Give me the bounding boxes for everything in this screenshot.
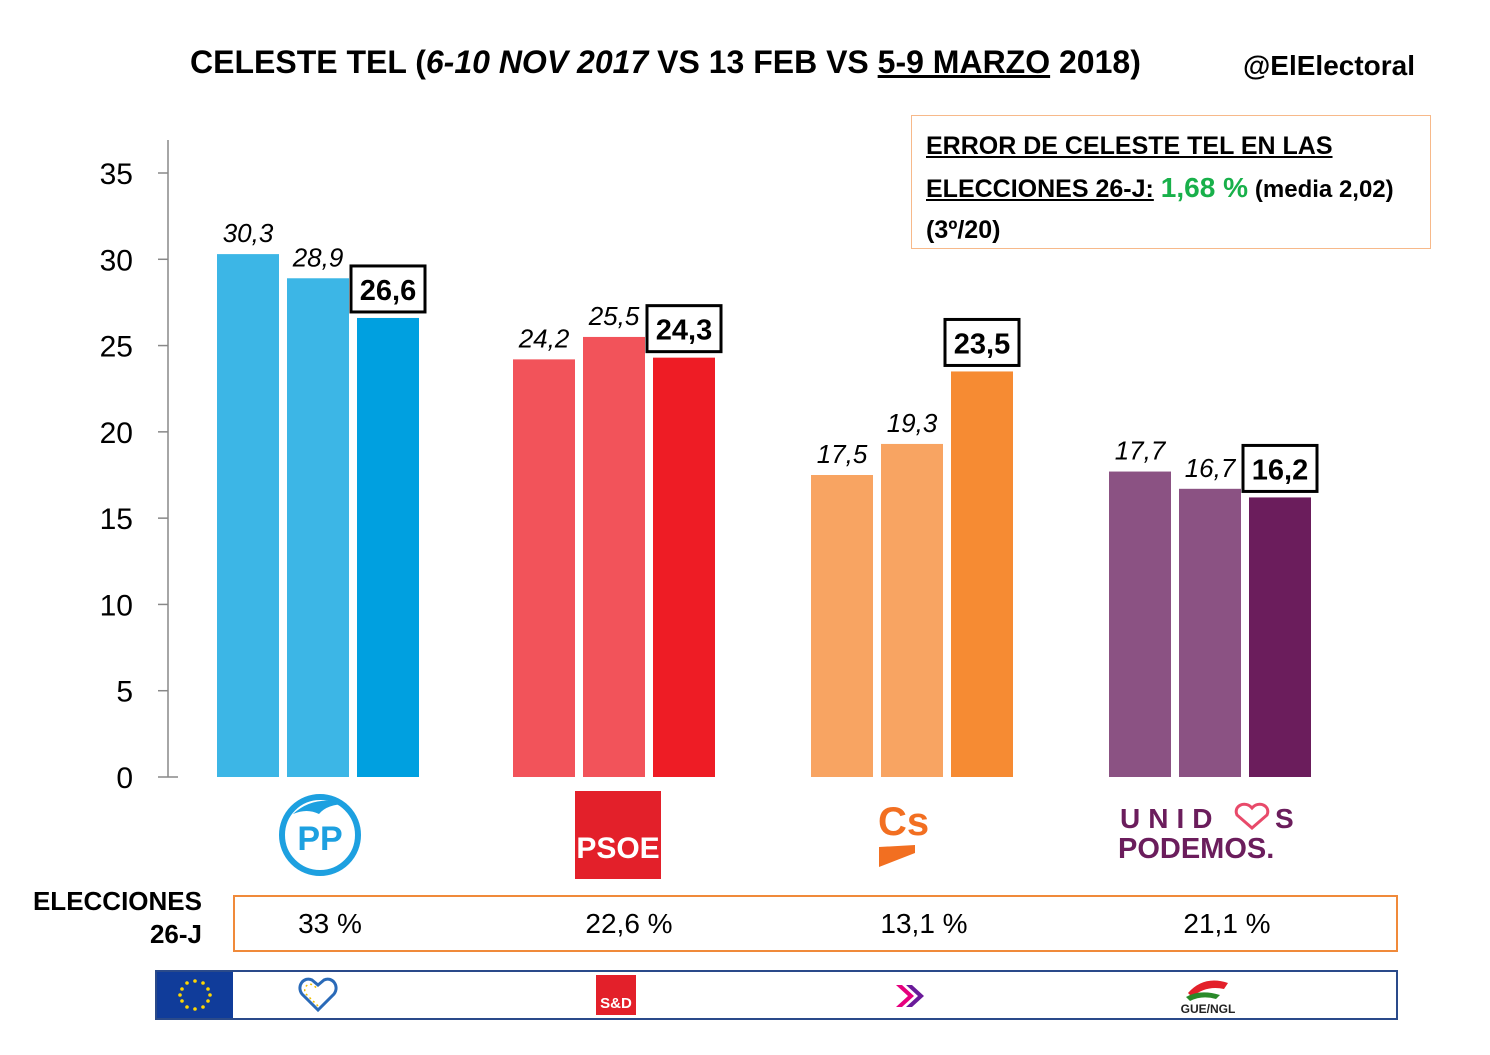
error-media: (media 2,02)	[1254, 176, 1394, 203]
data-label-box	[943, 317, 1021, 367]
gue-logo-text: GUE/NGL	[1181, 1002, 1236, 1016]
data-label: 19,3	[887, 408, 938, 438]
podemos-logo: UNID S PODEMOS.	[1118, 802, 1294, 862]
y-tick-label: 35	[100, 158, 133, 191]
eu-flag-icon	[157, 972, 233, 1018]
title-part1: CELESTE TEL (	[190, 44, 426, 80]
gue-leaf-icon	[1186, 992, 1220, 1001]
election-value-cs: 13,1 %	[880, 908, 968, 939]
y-tick-label: 30	[100, 244, 133, 277]
error-rank: (3º/20)	[926, 216, 1001, 244]
chart-title: CELESTE TEL (6-10 NOV 2017 VS 13 FEB VS …	[190, 44, 1141, 81]
title-part2: 6-10 NOV 2017	[425, 44, 649, 80]
elections-label: ELECCIONES 26-J	[20, 885, 202, 951]
eu-groups-bar	[155, 970, 1398, 1020]
bar-pp-2	[287, 278, 349, 777]
bar-unidos-podemos-2	[1179, 488, 1241, 777]
podemos-logo-line1b: S	[1275, 803, 1294, 834]
podemos-logo-line2: PODEMOS.	[1118, 833, 1274, 862]
title-part4: 5-9 MARZO	[877, 44, 1051, 80]
bar-psoe-1	[513, 359, 575, 777]
cs-logo: Cs	[878, 800, 929, 867]
data-label: 30,3	[223, 218, 274, 248]
data-label: 23,5	[954, 328, 1010, 360]
data-label: 17,5	[817, 439, 868, 469]
pp-logo-text: PP	[297, 820, 342, 858]
podemos-logo-line1: UNID	[1120, 803, 1220, 834]
y-tick-label: 20	[100, 417, 133, 450]
pp-logo: PP	[279, 794, 361, 876]
data-label: 26,6	[360, 275, 416, 307]
pp-logo-bird	[293, 800, 347, 814]
gue-ngl-logo: GUE/NGL	[1181, 980, 1236, 1016]
pp-logo-ring	[279, 794, 361, 876]
bar-cs-2	[881, 443, 943, 777]
bar-psoe-3	[653, 357, 715, 777]
error-value: 1,68 %	[1160, 172, 1248, 203]
heart-icon	[1234, 802, 1270, 830]
data-label: 16,2	[1252, 454, 1308, 486]
data-label: 24,3	[656, 315, 712, 347]
bar-unidos-podemos-1	[1109, 471, 1171, 777]
data-label: 28,9	[292, 242, 344, 272]
elections-label-line2: 26-J	[149, 919, 202, 949]
election-value-pp: 33 %	[298, 908, 362, 939]
bar-pp-1	[217, 254, 279, 777]
psoe-logo: PSOE	[575, 791, 661, 879]
election-value-psoe: 22,6 %	[585, 908, 673, 939]
title-part3: VS 13 FEB VS	[648, 44, 878, 80]
data-label-box	[645, 304, 723, 354]
bar-chart: 0 5 10 15 20 25 30 35 30,3 28,9 26,6 24,2 25,5 24,3 17…	[100, 140, 1319, 795]
sd-logo-text: S&D	[600, 995, 632, 1012]
election-value-podemos: 21,1 %	[1183, 908, 1271, 939]
y-tick-label: 25	[100, 331, 133, 364]
cs-logo-arrow	[879, 845, 915, 867]
data-label: 24,2	[518, 323, 570, 353]
data-label-box	[349, 264, 427, 314]
bar-pp-3	[357, 317, 419, 777]
cs-logo-text: Cs	[878, 800, 929, 844]
title-part5: 2018)	[1050, 44, 1141, 80]
error-box: ERROR DE CELESTE TEL EN LAS ELECCIONES 2…	[911, 115, 1431, 249]
bar-cs-3	[951, 371, 1013, 777]
data-label: 25,5	[588, 301, 640, 331]
y-tick-label: 0	[116, 762, 133, 795]
sd-logo: S&D	[596, 975, 636, 1015]
bar-unidos-podemos-3	[1249, 497, 1311, 777]
y-tick-label: 10	[100, 589, 133, 622]
epp-heart-icon	[298, 977, 338, 1013]
psoe-logo-text: PSOE	[576, 832, 659, 865]
data-label-box	[1241, 443, 1319, 493]
y-tick-label: 15	[100, 503, 133, 536]
renew-chevrons-icon	[896, 985, 924, 1007]
gue-flag-icon	[1188, 980, 1228, 997]
error-line1: ERROR DE CELESTE TEL EN LAS	[926, 132, 1333, 160]
bar-cs-1	[811, 475, 873, 777]
error-line2: ELECCIONES 26-J:	[926, 175, 1154, 203]
data-label: 16,7	[1185, 453, 1237, 483]
elections-box	[233, 895, 1398, 952]
y-tick-label: 5	[116, 676, 133, 709]
bar-psoe-2	[583, 336, 645, 777]
twitter-handle: @ElElectoral	[1243, 50, 1416, 81]
elections-label-line1: ELECCIONES	[32, 886, 202, 916]
psoe-logo-bg	[575, 791, 661, 879]
data-label: 17,7	[1115, 436, 1167, 466]
